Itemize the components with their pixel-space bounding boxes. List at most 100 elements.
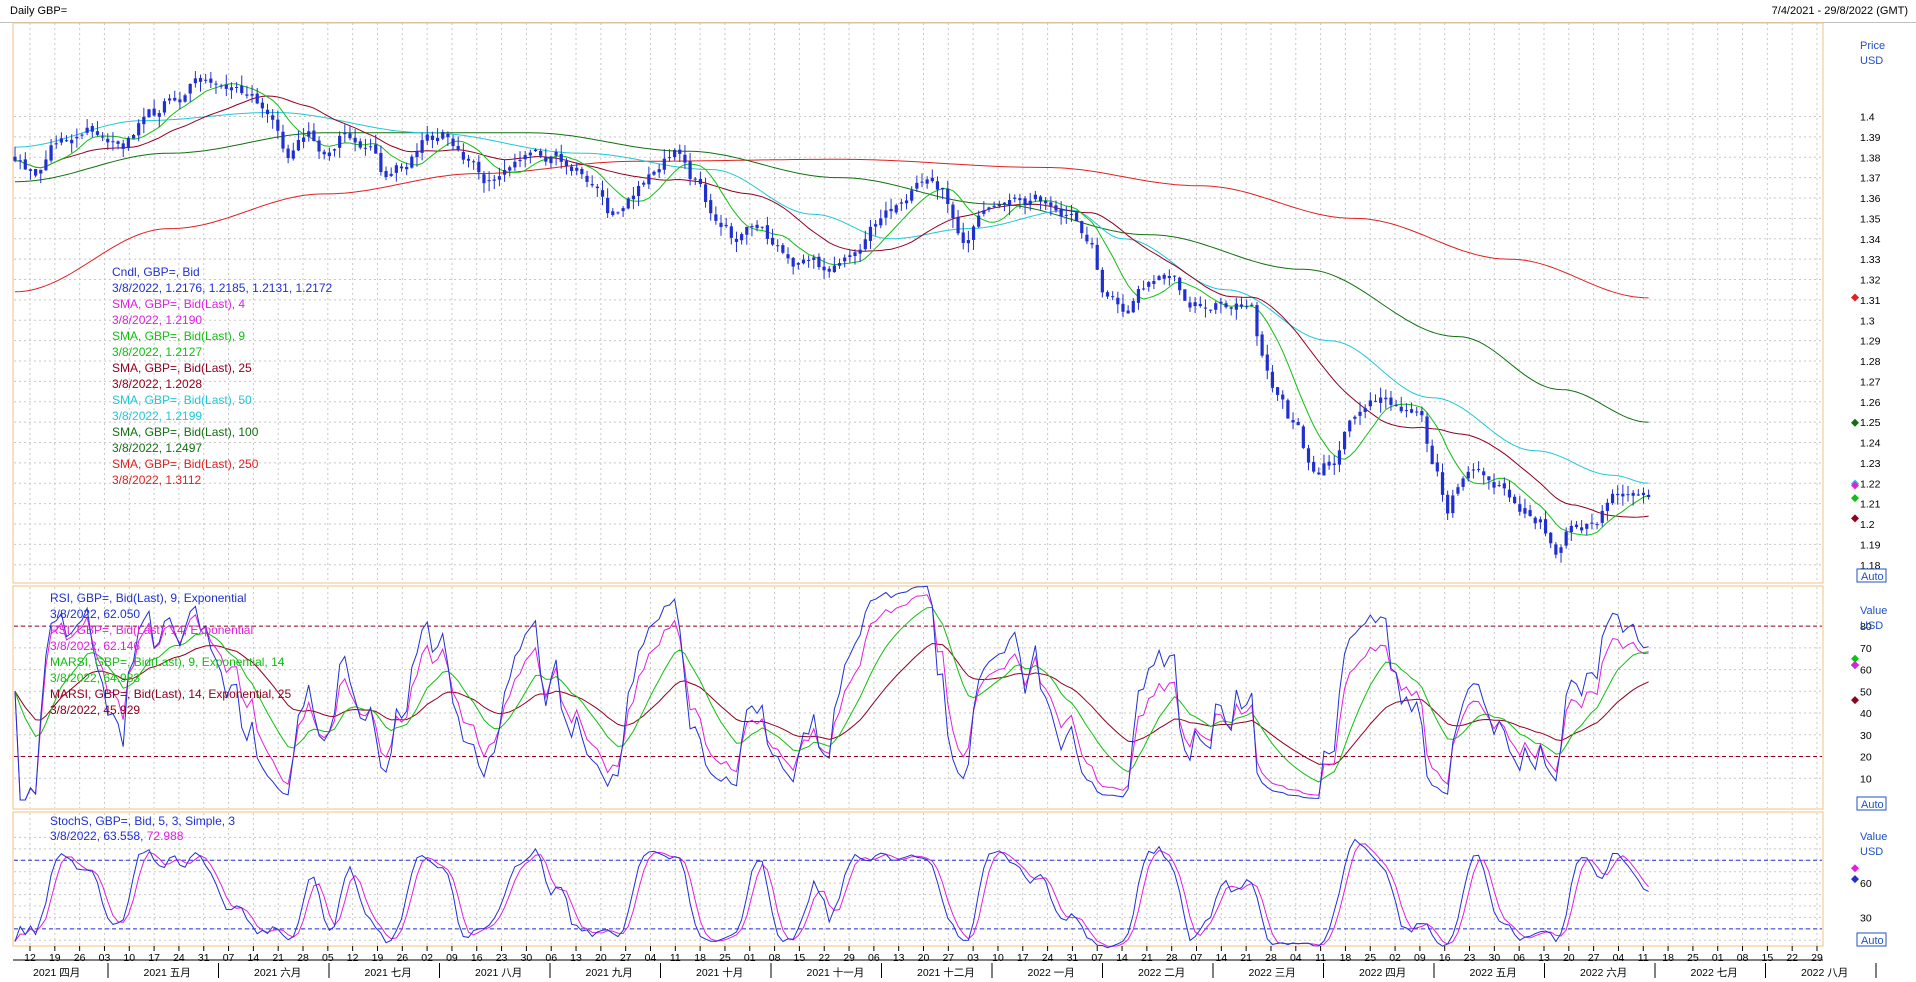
price-legend-name: SMA, GBP=, Bid(Last), 9	[112, 329, 245, 343]
candle	[317, 136, 321, 160]
candle	[776, 239, 780, 252]
candle	[1327, 455, 1331, 470]
candle	[982, 201, 986, 217]
price-panel[interactable]	[12, 22, 1824, 584]
candle	[817, 253, 821, 270]
price-tick-label: 1.29	[1860, 336, 1881, 348]
rsi-plot	[14, 585, 1822, 801]
candle	[781, 243, 785, 255]
rsi-auto-button[interactable]: Auto	[1856, 796, 1887, 811]
price-tick-label: 1.38	[1860, 152, 1881, 164]
candle	[1564, 527, 1568, 549]
candle	[75, 128, 79, 148]
candle	[951, 201, 955, 229]
candle	[683, 145, 687, 169]
candle	[1229, 306, 1233, 316]
x-day-tick: 24	[1042, 952, 1054, 964]
x-day-tick: 29	[1811, 952, 1823, 964]
candle	[482, 171, 486, 193]
rsi-axis-title: Value	[1860, 605, 1887, 617]
candle	[755, 220, 759, 232]
x-day-tick: 27	[620, 952, 632, 964]
candle	[920, 173, 924, 188]
price-tick-label: 1.21	[1860, 499, 1881, 511]
candle	[724, 217, 728, 228]
candle	[1008, 193, 1012, 216]
candle	[843, 254, 847, 268]
stoch-auto-button[interactable]: Auto	[1856, 932, 1887, 947]
price-tick-label: 1.39	[1860, 132, 1881, 144]
x-day-tick: 14	[248, 952, 260, 964]
price-tick-label: 1.27	[1860, 376, 1881, 388]
candle	[1188, 296, 1192, 312]
price-tick-label: 1.34	[1860, 234, 1881, 246]
stoch-marker	[1851, 875, 1859, 884]
candle	[472, 159, 476, 170]
candle	[1580, 520, 1584, 534]
candle	[1337, 441, 1342, 473]
candle	[1538, 516, 1543, 530]
candle	[894, 203, 898, 215]
candle	[1023, 195, 1027, 215]
sma50-line	[14, 111, 1649, 484]
candle	[662, 149, 666, 175]
candle	[271, 109, 275, 129]
candle	[858, 243, 862, 262]
candle	[178, 91, 182, 110]
candle	[1368, 392, 1372, 411]
price-tick-label: 1.31	[1860, 295, 1881, 307]
candle	[559, 144, 563, 169]
candle	[1332, 455, 1336, 475]
candle	[1198, 296, 1202, 308]
candle	[54, 135, 58, 149]
candle	[435, 128, 440, 145]
x-day-tick: 24	[173, 952, 185, 964]
rsi-tick-label: 40	[1860, 708, 1872, 720]
candle	[642, 180, 646, 188]
candle	[523, 150, 527, 168]
stoch-panel[interactable]	[12, 811, 1824, 947]
stoch-legend-name: StochS, GBP=, Bid, 5, 3, Simple, 3	[50, 814, 235, 828]
candle	[554, 148, 558, 166]
rsi-marker	[1851, 654, 1859, 663]
candle	[1157, 274, 1161, 281]
candle	[162, 98, 167, 116]
candle	[1456, 483, 1460, 496]
candle	[971, 224, 976, 250]
candle	[1322, 454, 1326, 476]
sma9-line	[14, 83, 1649, 536]
candle	[1069, 204, 1074, 222]
x-day-tick: 13	[1538, 952, 1550, 964]
candle	[1358, 402, 1362, 425]
candle	[260, 97, 264, 118]
candle	[580, 166, 584, 179]
candle	[301, 128, 306, 149]
price-tick-label: 1.23	[1860, 458, 1881, 470]
candle	[1080, 220, 1084, 239]
x-month-tick: 2021 四月	[33, 967, 80, 979]
candle	[915, 175, 919, 192]
candle	[374, 134, 378, 154]
rsi-legend-name: RSI, GBP=, Bid(Last), 14, Exponential	[50, 623, 253, 637]
rsi-marker	[1851, 660, 1859, 669]
stoch-marker	[1851, 864, 1859, 873]
candle	[1296, 417, 1300, 426]
price-auto-button[interactable]: Auto	[1856, 568, 1887, 583]
candle	[1090, 237, 1094, 249]
price-tick-label: 1.36	[1860, 193, 1881, 205]
x-day-tick: 18	[1662, 952, 1674, 964]
candle	[1533, 516, 1537, 530]
candle	[1440, 463, 1445, 502]
rsi-tick-label: 30	[1860, 730, 1872, 742]
x-day-tick: 12	[347, 952, 359, 964]
candle	[1404, 403, 1409, 418]
candle	[652, 170, 656, 176]
candle	[977, 210, 981, 229]
candle	[1394, 399, 1398, 407]
candle	[1476, 461, 1481, 473]
rsi-panel[interactable]	[12, 585, 1824, 810]
candle	[595, 183, 599, 197]
x-day-tick: 13	[893, 952, 905, 964]
candle	[796, 262, 800, 270]
